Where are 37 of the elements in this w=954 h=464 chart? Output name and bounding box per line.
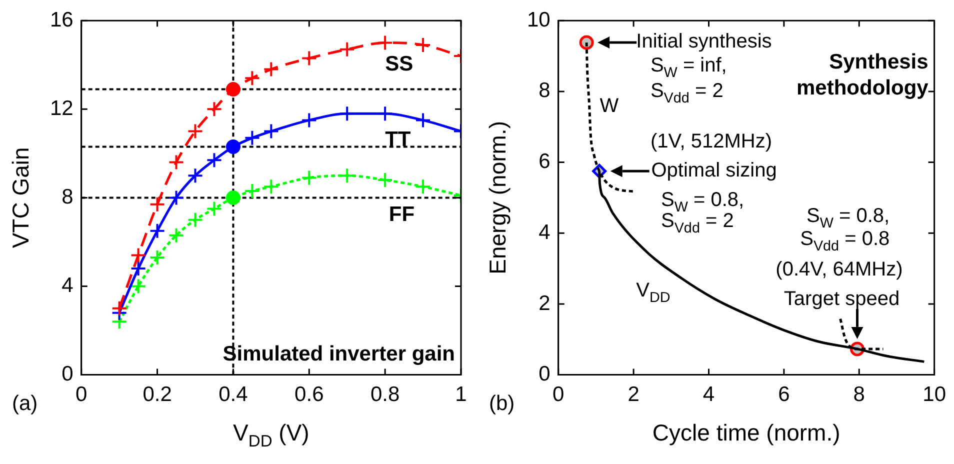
annotation: Initial synthesis: [636, 30, 772, 52]
y-tick-label: 8: [62, 185, 74, 208]
annotation: W: [600, 94, 619, 117]
y-tick-label: 0: [62, 362, 74, 386]
x-tick-label: 0.4: [218, 383, 248, 406]
x-tick-label: 0.6: [294, 383, 324, 406]
x-tick-label: 10: [922, 383, 946, 406]
x-tick-label: 6: [778, 383, 790, 406]
x-tick-label: 1: [455, 383, 467, 406]
y-tick-label: 16: [50, 8, 74, 32]
annotation: Optimal sizing: [651, 159, 777, 182]
y-tick-label: 2: [538, 292, 550, 315]
y-tick-label: 12: [50, 96, 74, 120]
annotation: (0.4V, 64MHz): [776, 258, 903, 280]
y-tick-label: 4: [62, 274, 74, 298]
annotation: Target speed: [784, 288, 900, 310]
y-tick-label: 6: [538, 150, 550, 174]
x-tick-label: 0.8: [370, 383, 400, 406]
text: (b): [489, 392, 515, 415]
y-axis-title: Energy (norm.): [484, 121, 510, 274]
text: (a): [12, 392, 38, 415]
annotation: FF: [388, 203, 415, 226]
x-tick-label: 4: [702, 383, 715, 406]
annotation: TT: [385, 128, 411, 151]
x-axis-title: Cycle time (norm.): [652, 419, 840, 446]
annotation: Synthesis methodology: [796, 50, 929, 100]
x-tick-label: 0.2: [142, 383, 172, 406]
y-tick-label: 0: [538, 362, 550, 386]
y-tick-label: 10: [527, 8, 550, 32]
annotation: Simulated inverter gain: [222, 342, 456, 366]
y-tick-label: 4: [538, 220, 551, 244]
y-axis-title: VTC Gain: [7, 147, 34, 248]
y-tick-label: 8: [538, 79, 550, 102]
annotation: (1V, 512MHz): [650, 130, 772, 153]
x-tick-label: 8: [853, 383, 865, 406]
x-tick-label: 2: [628, 383, 640, 406]
annotation: SS: [385, 52, 414, 76]
